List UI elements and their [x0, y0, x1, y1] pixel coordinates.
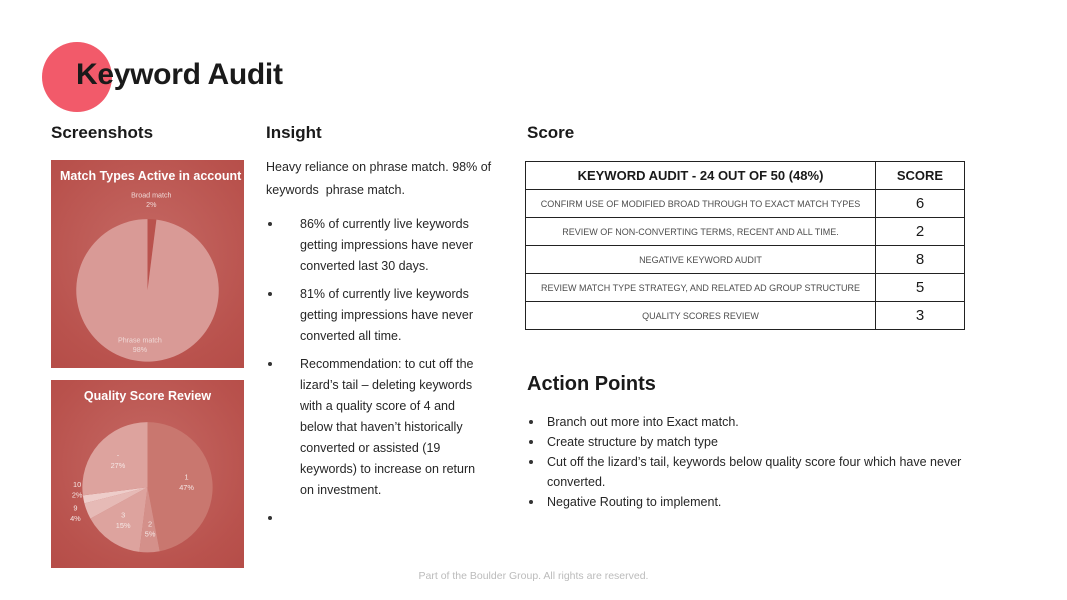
svg-text:9: 9 [73, 504, 77, 513]
svg-text:Broad match: Broad match [131, 191, 171, 199]
svg-text:2%: 2% [146, 201, 157, 209]
svg-text:2%: 2% [72, 491, 83, 500]
svg-text:15%: 15% [116, 521, 131, 530]
svg-text:47%: 47% [179, 483, 194, 492]
svg-text:1: 1 [185, 472, 189, 481]
svg-text:5%: 5% [145, 530, 156, 539]
svg-text:10: 10 [73, 480, 81, 489]
svg-text:3: 3 [121, 511, 125, 520]
svg-text:2: 2 [148, 519, 152, 528]
svg-text:27%: 27% [111, 461, 126, 470]
svg-text:4%: 4% [70, 514, 81, 523]
svg-text:98%: 98% [133, 346, 148, 354]
svg-text:Phrase match: Phrase match [118, 337, 162, 345]
